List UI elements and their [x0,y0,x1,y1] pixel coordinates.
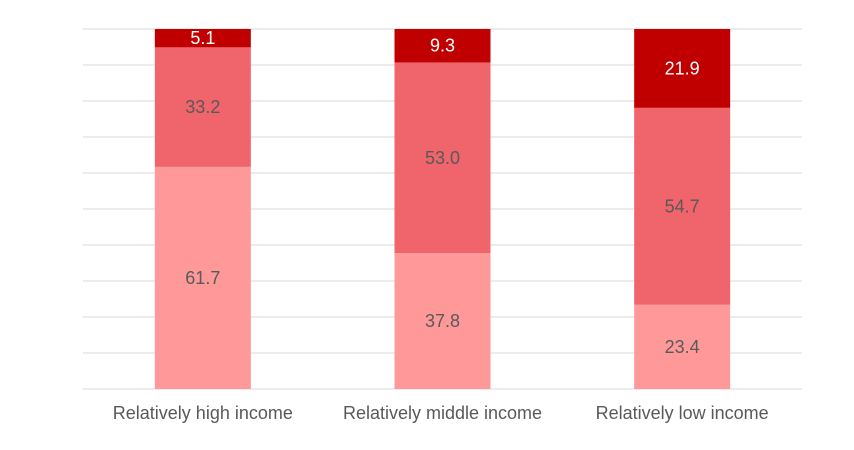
bar-segment [154,166,251,389]
bar-segment [634,29,731,108]
data-label: 5.1 [190,28,215,48]
bar-segment [634,304,731,389]
data-label: 54.7 [665,196,700,216]
bar-segment [394,62,491,254]
data-label: 21.9 [665,58,700,78]
data-label: 23.4 [665,337,700,357]
data-labels: 61.7 33.2 5.1 37.8 53.0 9.3 23.4 54.7 21.9 [185,28,699,357]
data-label: 33.2 [185,97,220,117]
data-label: 53.0 [425,148,460,168]
category-label: Relatively low income [596,403,769,423]
bar-segment [634,107,731,305]
category-labels: Relatively high income Relatively middle … [113,403,769,423]
category-label: Relatively high income [113,403,293,423]
data-label: 9.3 [430,36,455,56]
category-label: Relatively middle income [343,403,542,423]
data-label: 61.7 [185,268,220,288]
bar-segment [394,253,491,389]
bar-segment [154,47,251,167]
bars [154,29,731,389]
data-label: 37.8 [425,311,460,331]
bar-segment [154,29,251,48]
bar-segment [394,29,491,63]
